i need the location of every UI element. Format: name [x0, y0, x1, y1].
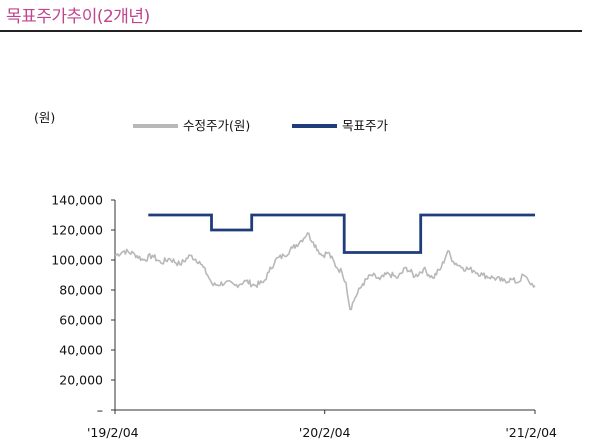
series-adjusted-price-line	[114, 232, 536, 311]
y-axis-unit-label: (원)	[34, 110, 55, 125]
series-layer	[114, 213, 536, 311]
x-tick-label: '21/2/04	[505, 425, 557, 440]
y-tick-label: 120,000	[51, 223, 103, 238]
axes: – 20,000 40,000 60,000 80,000 100,000 120,000 1…	[51, 193, 557, 441]
x-tick-label: '20/2/04	[299, 425, 351, 440]
legend: 수정주가(원) 목표주가	[133, 118, 389, 133]
y-tick-label: –	[97, 403, 103, 418]
y-tick-label: 80,000	[59, 283, 103, 298]
y-tick-label: 100,000	[51, 253, 103, 268]
y-tick-label: 40,000	[59, 343, 103, 358]
x-tick-label: '19/2/04	[87, 425, 139, 440]
title-divider	[0, 30, 582, 32]
y-tick-label: 60,000	[59, 313, 103, 328]
legend-label-target-price: 목표주가	[342, 118, 389, 133]
series-target-price-line	[148, 213, 535, 254]
legend-label-adjusted-price: 수정주가(원)	[183, 118, 250, 133]
y-tick-label: 20,000	[59, 373, 103, 388]
y-tick-label: 140,000	[51, 193, 103, 208]
page-title: 목표주가추이(2개년)	[6, 7, 150, 27]
